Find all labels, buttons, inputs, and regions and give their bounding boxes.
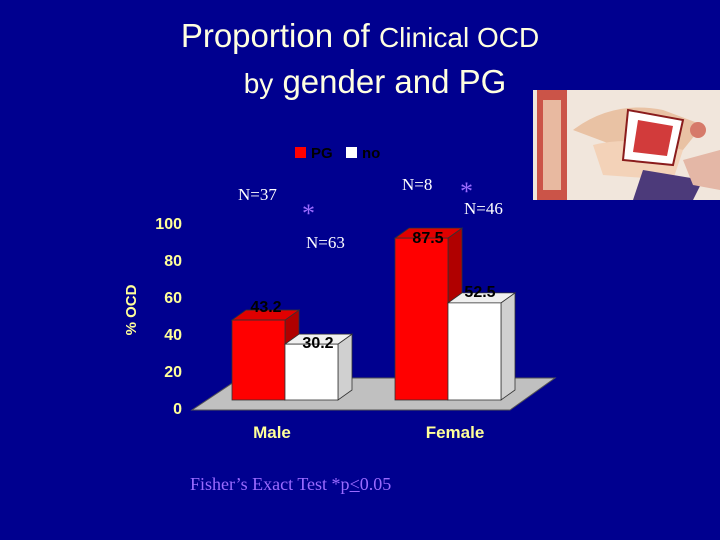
legend-swatch-pg	[295, 147, 306, 158]
annotation-male-no-n: N=63	[306, 233, 345, 252]
legend-swatch-no	[346, 147, 357, 158]
cards-hand-photo	[533, 90, 720, 200]
y-tick-label-20: 20	[164, 364, 182, 381]
y-tick-label-80: 80	[164, 253, 182, 270]
y-axis-label: % OCD	[123, 284, 140, 335]
data-label-no-male: 30.2	[302, 335, 333, 352]
title-line-2: by gender and PG	[0, 60, 720, 106]
annotation-female-star: *	[460, 177, 473, 206]
bar-pg-female	[394, 237, 449, 401]
bar-no-female	[447, 302, 502, 401]
y-tick-label-60: 60	[164, 290, 182, 307]
title-line-2-b: gender and PG	[282, 63, 507, 100]
title-line-1-a: Proportion of	[180, 17, 370, 54]
bar-no-male	[284, 343, 339, 401]
title-line-1-b: Clinical OCD	[378, 22, 540, 53]
data-label-no-female: 52.5	[464, 284, 495, 301]
slide-title: Proportion of Clinical OCD by gender and…	[0, 14, 720, 106]
bar-no-female-side	[500, 292, 516, 401]
y-tick-label-40: 40	[164, 327, 182, 344]
cards-hand-image	[533, 90, 720, 200]
footnote-text-c: 0.05	[359, 474, 392, 494]
legend-label-pg: PG	[311, 145, 333, 162]
legend-label-no: no	[362, 145, 380, 162]
footnote-text-b: <	[349, 474, 360, 494]
title-line-1: Proportion of Clinical OCD	[0, 14, 720, 60]
annotation-female-pg-n: N=8	[402, 175, 432, 194]
data-label-pg-female: 87.5	[412, 230, 443, 247]
x-tick-label-female: Female	[426, 423, 485, 442]
title-line-2-a: by	[243, 68, 274, 99]
data-label-pg-male: 43.2	[250, 299, 281, 316]
annotation-male-star: *	[302, 199, 315, 228]
bar-no-male-side	[337, 333, 353, 401]
footnote-text-a: Fisher’s Exact Test *p	[190, 474, 350, 494]
annotation-male-pg-n: N=37	[238, 185, 277, 204]
annotation-female-no-n: N=46	[464, 199, 503, 218]
bar-pg-male	[231, 319, 286, 401]
y-tick-label-100: 100	[155, 216, 182, 233]
y-tick-label-0: 0	[173, 401, 182, 418]
footnote: Fisher’s Exact Test *p<0.05	[190, 474, 391, 495]
x-tick-label-male: Male	[253, 423, 291, 442]
